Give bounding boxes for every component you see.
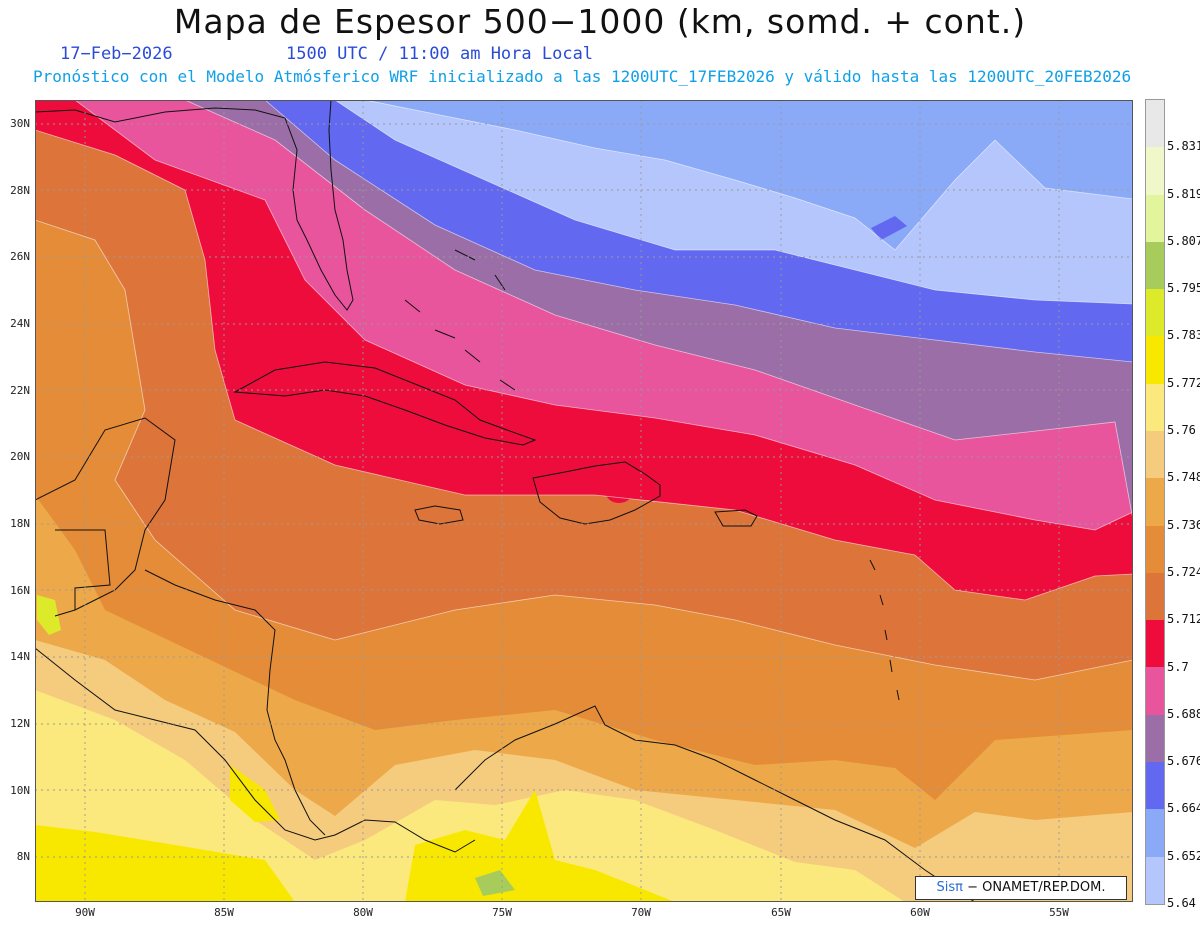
colorbar-swatch: [1146, 856, 1164, 904]
colorbar-label: 5.76: [1167, 423, 1196, 438]
lon-tick: 55W: [1049, 906, 1069, 919]
colorbar-swatch: [1146, 430, 1164, 479]
colorbar-label: 5.724: [1167, 564, 1200, 579]
time-label: 1500 UTC / 11:00 am Hora Local: [286, 44, 594, 64]
colorbar-label: 5.795: [1167, 281, 1200, 296]
colorbar-label: 5.652: [1167, 848, 1200, 863]
coastlines: [35, 100, 976, 902]
lat-tick: 20N: [10, 450, 30, 463]
colorbar-label: 5.748: [1167, 470, 1200, 485]
credit-text: − ONAMET/REP.DOM.: [962, 880, 1106, 895]
colorbar-swatch: [1146, 667, 1164, 715]
contours: [35, 100, 1133, 681]
colorbar-label: 5.831: [1167, 139, 1200, 154]
lat-tick: 24N: [10, 317, 30, 330]
band-5.772: [35, 825, 295, 902]
band-5.772b: [405, 790, 675, 902]
band-5.664-islet: [871, 216, 907, 240]
map-title: Mapa de Espesor 500−1000 (km, somd. + co…: [173, 2, 1027, 41]
central-america-caribbean: [144, 569, 326, 836]
colorbar-label: 5.7: [1167, 659, 1189, 674]
colorbar-swatch: [1146, 147, 1164, 195]
lat-tick: 26N: [10, 250, 30, 263]
lon-tick: 75W: [492, 906, 512, 919]
lon-tick: 70W: [631, 906, 651, 919]
colorbar-label: 5.783: [1167, 328, 1200, 343]
colorbar: [1145, 99, 1165, 905]
lon-tick: 80W: [353, 906, 373, 919]
colorbar-label: 5.819: [1167, 186, 1200, 201]
colorbar-label: 5.736: [1167, 517, 1200, 532]
colorbar-swatch: [1146, 336, 1164, 384]
lat-tick: 16N: [10, 584, 30, 597]
colorbar-swatch: [1146, 620, 1164, 668]
colorbar-swatch: [1146, 383, 1164, 431]
band-5.783: [37, 595, 61, 635]
colorbar-swatch: [1146, 761, 1164, 810]
hispaniola-coast: [532, 461, 661, 525]
band-5.795: [475, 870, 515, 896]
jamaica-coast: [414, 505, 464, 525]
lat-tick: 10N: [10, 784, 30, 797]
colorbar-label: 5.772: [1167, 375, 1200, 390]
yucatan-coast: [35, 417, 176, 617]
colorbar-label: 5.807: [1167, 233, 1200, 248]
lat-tick: 14N: [10, 650, 30, 663]
colorbar-swatch: [1146, 194, 1164, 242]
lat-tick: 30N: [10, 117, 30, 130]
band-5.652: [35, 100, 1133, 250]
lat-tick: 28N: [10, 184, 30, 197]
colorbar-swatch: [1146, 100, 1164, 148]
lat-tick: 22N: [10, 384, 30, 397]
credit-box: Sisπ − ONAMET/REP.DOM.: [915, 876, 1127, 900]
credit-brand: Sisπ: [936, 880, 963, 895]
band-5.748: [35, 640, 1133, 902]
lon-tick: 85W: [214, 906, 234, 919]
lon-tick: 65W: [771, 906, 791, 919]
cuba-coast: [233, 361, 537, 446]
florida-coast: [35, 100, 354, 311]
mexico-border: [55, 529, 111, 610]
forecast-subtitle: Pronóstico con el Modelo Atmósferico WRF…: [33, 67, 1132, 86]
colorbar-swatch: [1146, 241, 1164, 290]
band-5.772c: [230, 765, 280, 822]
colorbar-label: 5.676: [1167, 754, 1200, 769]
band-5.76: [35, 690, 905, 902]
colorbar-label: 5.688: [1167, 706, 1200, 721]
lat-tick: 18N: [10, 517, 30, 530]
colorbar-swatch: [1146, 714, 1164, 762]
colorbar-swatch: [1146, 289, 1164, 337]
colorbar-label: 5.664: [1167, 801, 1200, 816]
lesser-antilles: [869, 559, 900, 701]
colorbar-swatch: [1146, 809, 1164, 857]
bahamas: [404, 249, 516, 391]
date-label: 17−Feb−2026: [60, 44, 173, 64]
lat-tick: 8N: [16, 850, 30, 863]
band-5.7-hispaniola: [605, 479, 633, 503]
colorbar-swatch: [1146, 478, 1164, 526]
puertorico-coast: [714, 509, 758, 527]
colorbar-label: 5.64: [1167, 896, 1196, 910]
south-america-coast: [454, 705, 976, 902]
thickness-map[interactable]: [35, 100, 1133, 902]
colorbar-swatch: [1146, 525, 1164, 573]
central-america-coast: [35, 647, 476, 853]
lon-tick: 90W: [75, 906, 95, 919]
colorbar-label: 5.712: [1167, 612, 1200, 627]
lon-tick: 60W: [910, 906, 930, 919]
lat-tick: 12N: [10, 717, 30, 730]
colorbar-swatch: [1146, 572, 1164, 621]
